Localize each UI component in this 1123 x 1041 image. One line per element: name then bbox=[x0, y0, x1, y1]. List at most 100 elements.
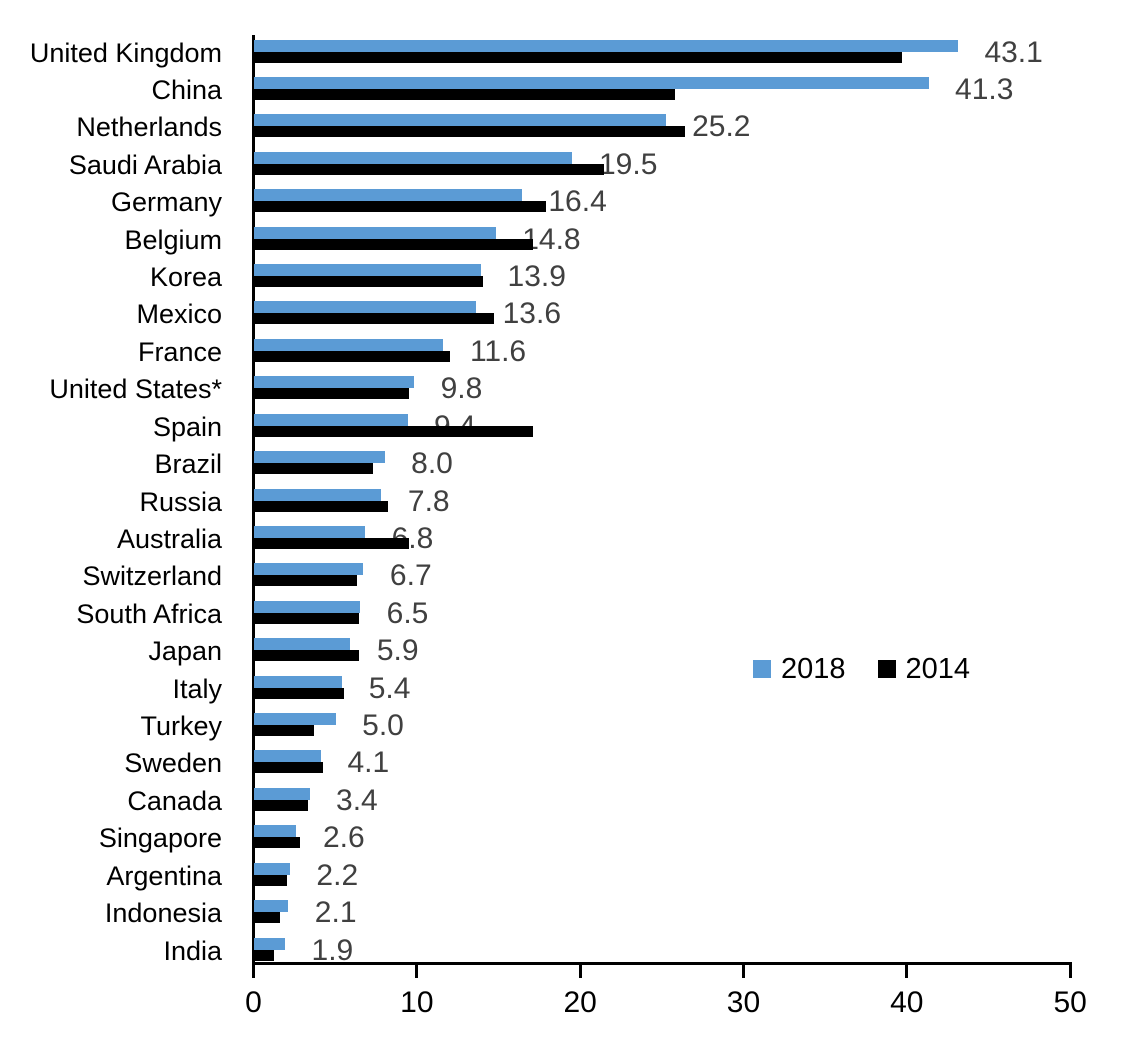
bar-2014 bbox=[254, 88, 676, 100]
x-axis-tick bbox=[578, 965, 582, 978]
category-label: Argentina bbox=[106, 860, 222, 891]
chart-row: Japan 5.9 bbox=[0, 632, 1123, 670]
bar-2018 bbox=[254, 638, 351, 651]
chart-row: India 1.9 bbox=[0, 932, 1123, 970]
category-label: United Kingdom bbox=[29, 37, 222, 68]
legend-label-2018: 2018 bbox=[781, 653, 846, 685]
bar-2014 bbox=[254, 874, 287, 886]
bar-2014 bbox=[254, 350, 450, 362]
bar-2018 bbox=[254, 338, 444, 351]
bar-2014 bbox=[254, 163, 604, 175]
bar-2018 bbox=[254, 713, 336, 726]
bar-2018 bbox=[254, 39, 958, 52]
category-label: Spain bbox=[152, 411, 222, 442]
value-label: 2.1 bbox=[314, 896, 357, 930]
category-label: United States* bbox=[49, 374, 222, 405]
bar-2014 bbox=[254, 650, 359, 662]
chart-row: Mexico 13.6 bbox=[0, 295, 1123, 333]
x-axis-line bbox=[252, 962, 1072, 965]
bar-2014 bbox=[254, 762, 323, 774]
y-axis-line bbox=[252, 35, 255, 966]
bar-2014 bbox=[254, 463, 374, 475]
chart-row: Germany 16.4 bbox=[0, 183, 1123, 221]
chart-row: Argentina 2.2 bbox=[0, 857, 1123, 895]
bar-2018 bbox=[254, 900, 289, 913]
category-label: Singapore bbox=[98, 823, 222, 854]
x-axis-tick-label: 40 bbox=[890, 986, 924, 1019]
bar-2014 bbox=[254, 500, 388, 512]
bar-2014 bbox=[254, 388, 410, 400]
bar-2014 bbox=[254, 425, 534, 437]
value-label: 4.1 bbox=[347, 746, 390, 780]
category-label: Germany bbox=[110, 187, 222, 218]
category-label: Mexico bbox=[136, 299, 222, 330]
value-label: 5.9 bbox=[376, 634, 419, 668]
x-axis-tick-label: 50 bbox=[1053, 986, 1087, 1019]
chart-row: South Africa 6.5 bbox=[0, 595, 1123, 633]
value-label: 5.0 bbox=[362, 709, 404, 743]
bar-2018 bbox=[254, 264, 482, 277]
category-label: Indonesia bbox=[104, 898, 222, 929]
bar-2014 bbox=[254, 575, 357, 587]
chart-row: Netherlands 25.2 bbox=[0, 108, 1123, 146]
chart-row: Spain9.4 bbox=[0, 408, 1123, 446]
value-label: 43.1 bbox=[984, 35, 1043, 69]
x-axis-tick-label: 10 bbox=[400, 986, 434, 1019]
legend-item-2018: 2018 bbox=[753, 654, 846, 684]
category-label: Turkey bbox=[140, 711, 222, 742]
x-axis-tick bbox=[415, 965, 419, 978]
category-label: Belgium bbox=[124, 224, 222, 255]
category-label: Saudi Arabia bbox=[68, 149, 222, 180]
chart-row: China 41.3 bbox=[0, 71, 1123, 109]
x-axis-tick-label: 20 bbox=[563, 986, 597, 1019]
value-label: 6.7 bbox=[389, 559, 432, 593]
bar-2014 bbox=[254, 687, 344, 699]
legend: 2018 2014 bbox=[753, 654, 970, 684]
bar-2018 bbox=[254, 114, 666, 127]
x-axis-tick-label: 30 bbox=[726, 986, 761, 1019]
bar-2014 bbox=[254, 837, 300, 849]
value-label: 5.4 bbox=[368, 671, 411, 705]
bar-2018 bbox=[254, 301, 477, 314]
chart-row: Singapore 2.6 bbox=[0, 819, 1123, 857]
chart-row: Turkey 5.0 bbox=[0, 707, 1123, 745]
value-label: 16.4 bbox=[548, 185, 607, 219]
value-label: 25.2 bbox=[692, 110, 751, 144]
legend-label-2014: 2014 bbox=[905, 653, 971, 685]
chart-row: Australia 6.8 bbox=[0, 520, 1123, 558]
chart-row: United States* 9.8 bbox=[0, 370, 1123, 408]
value-label: 6.5 bbox=[386, 596, 429, 630]
category-label: India bbox=[163, 935, 222, 966]
bar-2018 bbox=[254, 675, 343, 688]
value-label: 3.4 bbox=[336, 783, 378, 817]
x-axis-tick bbox=[741, 965, 745, 978]
bar-2018 bbox=[254, 937, 286, 950]
category-label: Brazil bbox=[154, 449, 222, 480]
bar-2014 bbox=[254, 725, 315, 737]
chart-row: Belgium 14.8 bbox=[0, 221, 1123, 259]
category-label: South Africa bbox=[76, 598, 222, 629]
bar-2018 bbox=[254, 226, 496, 239]
legend-swatch-2018 bbox=[753, 660, 771, 678]
value-label: 19.5 bbox=[598, 147, 658, 181]
bar-2018 bbox=[254, 488, 382, 501]
value-label: 8.0 bbox=[411, 447, 453, 481]
legend-swatch-2014 bbox=[877, 660, 896, 678]
legend-item-2014: 2014 bbox=[877, 653, 971, 685]
category-label: Korea bbox=[149, 262, 222, 293]
chart-row: Korea 13.9 bbox=[0, 258, 1123, 296]
bar-2018 bbox=[254, 825, 297, 838]
chart-row: Brazil 8.0 bbox=[0, 445, 1123, 483]
value-label: 2.2 bbox=[316, 858, 359, 892]
bar-2014 bbox=[254, 238, 534, 250]
chart-row: Canada 3.4 bbox=[0, 782, 1123, 820]
category-label: Australia bbox=[116, 523, 222, 554]
bar-2018 bbox=[254, 451, 385, 464]
x-axis-tick bbox=[1068, 965, 1072, 978]
category-label: Russia bbox=[139, 486, 222, 517]
bar-2014 bbox=[254, 126, 686, 138]
category-label: Netherlands bbox=[76, 112, 222, 143]
category-label: Sweden bbox=[124, 748, 222, 779]
bar-2014 bbox=[254, 799, 308, 811]
bar-2018 bbox=[254, 750, 321, 763]
